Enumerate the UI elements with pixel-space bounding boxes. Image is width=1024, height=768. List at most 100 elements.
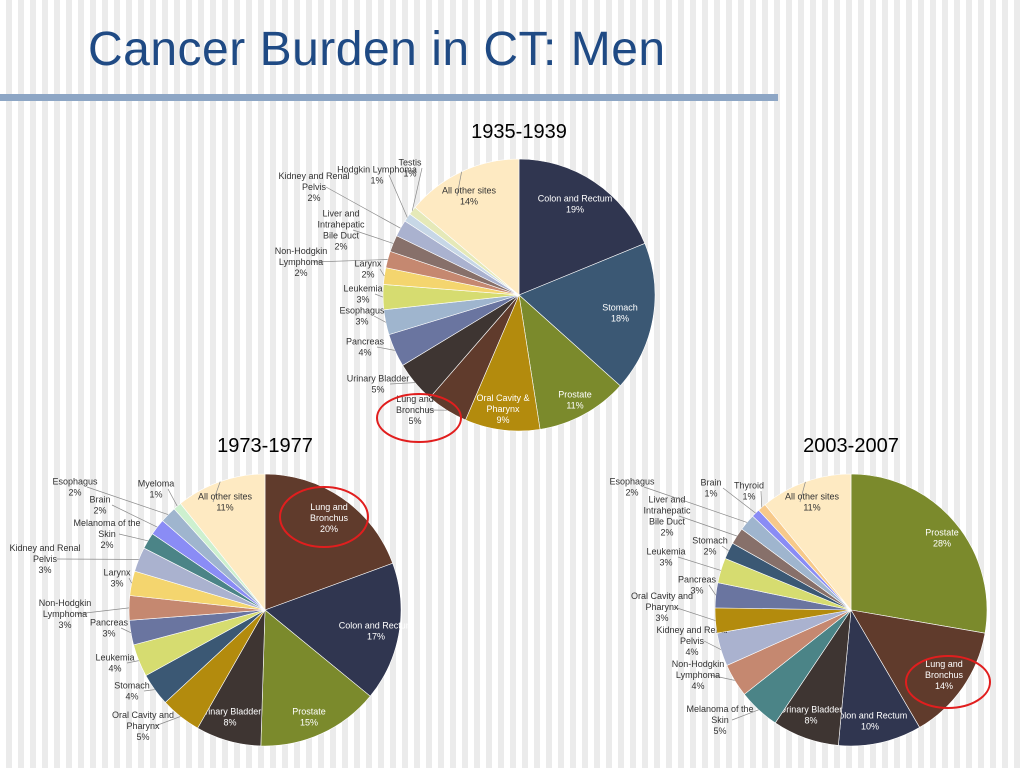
slice-label-oral-cavity-and-pharynx: Oral Cavity and Pharynx 3%: [631, 591, 693, 623]
slice-label-urinary-bladder: Urinary Bladder 8%: [199, 707, 262, 728]
slice-label-prostate: Prostate 15%: [292, 707, 326, 728]
slice-label-leukemia: Leukemia 4%: [95, 653, 134, 674]
leader-line: [86, 486, 169, 515]
leader-line: [167, 488, 178, 507]
slice-label-esophagus: Esophagus 2%: [609, 477, 655, 498]
slice-label-pancreas: Pancreas 3%: [90, 618, 129, 639]
leader-line: [708, 584, 717, 596]
slice-label-larynx: Larynx 2%: [354, 259, 382, 280]
leader-line: [376, 346, 395, 351]
leader-line: [128, 577, 133, 584]
leader-line: [709, 674, 735, 681]
slice-label-liver-and-intrahepatic-bile-duct: Liver and Intrahepatic Bile Duct 2%: [317, 209, 365, 252]
leader-line: [325, 186, 401, 229]
slice-label-brain: Brain 2%: [89, 495, 110, 516]
pie-slice-prostate: [260, 609, 371, 747]
slice-label-oral-cavity-and-pharynx: Oral Cavity & Pharynx 9%: [476, 393, 529, 425]
leader-line: [120, 627, 132, 634]
highlight-circle: [376, 393, 462, 443]
slice-label-kidney-and-renal-pelvis: Kidney and Renal Pelvis 2%: [278, 171, 349, 203]
slice-label-thyroid: Thyroid 1%: [734, 481, 764, 502]
leader-line: [312, 259, 388, 263]
slice-label-kidney-and-renal-pelvis: Kidney and Renal Pelvis 3%: [9, 543, 80, 575]
leader-line: [721, 545, 729, 551]
pie-slice-colon-and-rectum: [264, 562, 402, 697]
slice-label-colon-and-rectum: Colon and Rectum 10%: [833, 711, 908, 732]
slice-label-lung-and-bronchus: Lung and Bronchus 14%: [925, 659, 964, 691]
slice-label-all-other-sites: All other sites 11%: [785, 492, 840, 513]
slice-label-all-other-sites: All other sites 14%: [442, 186, 497, 207]
slice-label-colon-and-rectum: Colon and Rectum 17%: [339, 621, 414, 642]
pie-slice-all-other-sites: [180, 473, 266, 611]
leader-line: [111, 504, 158, 528]
leader-line: [143, 689, 155, 692]
leader-line: [799, 481, 806, 503]
slice-label-leukemia: Leukemia 3%: [646, 547, 685, 568]
leader-line: [456, 171, 462, 197]
leader-line: [722, 487, 756, 514]
slice-label-urinary-bladder: Urinary Bladder 5%: [347, 374, 410, 395]
highlight-circle: [905, 655, 991, 709]
slice-label-lung-and-bronchus: Lung and Bronchus 5%: [396, 394, 435, 426]
pie-slice-colon-and-rectum: [838, 609, 921, 747]
pie-slice-stomach: [518, 243, 656, 387]
leader-line: [379, 268, 385, 277]
leader-line: [374, 293, 384, 298]
leader-line: [373, 315, 386, 323]
leader-line: [673, 606, 716, 621]
slice-label-melanoma-of-the-skin: Melanoma of the Skin 5%: [686, 704, 753, 736]
leader-line: [154, 716, 181, 727]
pie-slice-prostate: [850, 473, 988, 634]
pie-slice-lung-and-bronchus: [850, 609, 986, 728]
chart-title: 1935-1939: [471, 121, 567, 143]
chart-title: 2003-2007: [803, 435, 899, 457]
leader-line: [703, 640, 722, 650]
slice-label-lung-and-bronchus: Lung and Bronchus 20%: [310, 502, 349, 534]
slice-label-testis: Testis 1%: [398, 158, 422, 179]
slice-label-liver-and-intrahepatic-bile-duct: Liver and Intrahepatic Bile Duct 2%: [643, 495, 691, 538]
slice-label-stomach: Stomach 2%: [692, 536, 728, 557]
highlight-circle: [279, 486, 369, 548]
leader-line: [760, 490, 763, 508]
pie-chart-1973-1977: 1973-1977 Lung and Bronchus 20% Colon and Re…: [9, 435, 414, 747]
leader-line: [126, 660, 139, 664]
leader-line: [731, 709, 759, 721]
slice-label-all-other-sites: All other sites 11%: [198, 492, 253, 513]
leader-line: [118, 533, 148, 542]
leader-line: [677, 556, 722, 571]
slice-label-brain: Brain 1%: [700, 478, 721, 499]
pie-slice-colon-and-rectum: [518, 158, 646, 296]
slice-label-hodgkin-lymphoma: Hodgkin Lymphoma 1%: [337, 165, 417, 186]
slice-label-stomach: Stomach 18%: [602, 303, 638, 324]
leader-line: [352, 229, 394, 244]
slice-label-prostate: Prostate 11%: [558, 390, 592, 411]
pie-slice-prostate: [518, 294, 621, 430]
chart-title: 1973-1977: [217, 435, 313, 457]
pie-slice-lung-and-bronchus: [264, 473, 394, 611]
slice-label-kidney-and-renal-pelvis: Kidney and Renal Pelvis 4%: [656, 625, 727, 657]
slice-label-stomach: Stomach 4%: [114, 681, 150, 702]
leader-line: [411, 167, 423, 211]
slice-label-pancreas: Pancreas 3%: [678, 575, 717, 596]
slice-label-urinary-bladder: Urinary Bladder 8%: [780, 705, 843, 726]
slice-label-colon-and-rectum: Colon and Rectum 19%: [538, 194, 613, 215]
pie-chart-2003-2007: 2003-2007 Prostate 28% Lung and Bronchus 14% C…: [609, 435, 991, 747]
slice-label-esophagus: Esophagus 3%: [339, 306, 385, 327]
slice-label-leukemia: Leukemia 3%: [343, 284, 382, 305]
leader-line: [76, 607, 130, 615]
slice-label-esophagus: Esophagus 2%: [52, 477, 98, 498]
pie-chart-1935-1939: 1935-1939 Colon and Rectum 19% Stomach 18% Pr…: [275, 121, 656, 443]
leader-line: [388, 174, 408, 218]
slice-label-oral-cavity-and-pharynx: Oral Cavity and Pharynx 5%: [112, 710, 174, 742]
slice-label-non-hodgkin-lymphoma: Non-Hodgkin Lymphoma 4%: [672, 659, 725, 691]
slice-label-melanoma-of-the-skin: Melanoma of the Skin 2%: [73, 518, 140, 550]
leader-line: [212, 481, 221, 503]
leader-line: [643, 486, 748, 523]
slice-label-larynx: Larynx 3%: [103, 568, 131, 589]
leader-line: [678, 515, 738, 537]
slice-label-non-hodgkin-lymphoma: Non-Hodgkin Lymphoma 2%: [275, 246, 328, 278]
slice-label-myeloma: Myeloma 1%: [138, 479, 175, 500]
slide-title: Cancer Burden in CT: Men: [88, 23, 666, 76]
slice-label-pancreas: Pancreas 4%: [346, 337, 385, 358]
